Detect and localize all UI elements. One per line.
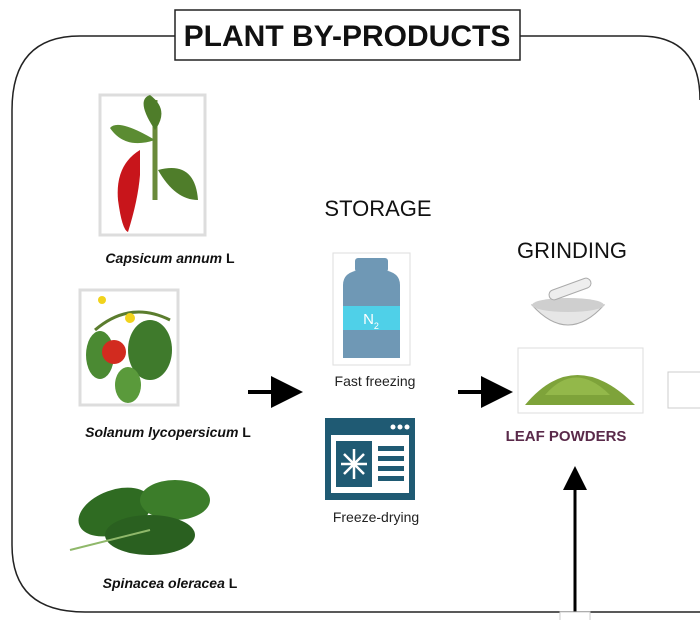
method-label: Fast freezing [335, 373, 416, 389]
authority: L [242, 424, 251, 440]
freezer-icon [325, 418, 415, 500]
spinach-image [70, 478, 210, 555]
authority: L [226, 250, 235, 266]
page: {"title": "PLANT BY-PRODUCTS", "plants":… [0, 0, 700, 620]
powder-image [518, 348, 643, 413]
title: PLANT BY-PRODUCTS [184, 20, 511, 53]
species-name: Solanum lycopersicum [85, 424, 238, 440]
plant-caption: Spinacea oleracea L [103, 575, 238, 591]
nitrogen-tank: N2 [333, 253, 410, 365]
tank-label-sub: 2 [374, 321, 379, 331]
stage-title: STORAGE [324, 196, 431, 221]
stage-title: GRINDING [517, 238, 627, 263]
partial-box [668, 372, 700, 408]
authority: L [229, 575, 238, 591]
diagram: PLANT BY-PRODUCTS Capsicum annum L Solan… [0, 0, 700, 620]
partial-box [560, 612, 590, 620]
species-name: Spinacea oleracea [103, 575, 225, 591]
plant-caption: Solanum lycopersicum L [85, 424, 251, 440]
plant-caption: Capsicum annum L [105, 250, 235, 266]
tomato-image [80, 290, 178, 405]
product-label: LEAF POWDERS [506, 428, 627, 445]
pepper-image [100, 95, 205, 235]
tank-label-base: N [363, 311, 374, 328]
method-label: Freeze-drying [333, 509, 419, 525]
species-name: Capsicum annum [105, 250, 222, 266]
mortar-image [532, 277, 604, 325]
